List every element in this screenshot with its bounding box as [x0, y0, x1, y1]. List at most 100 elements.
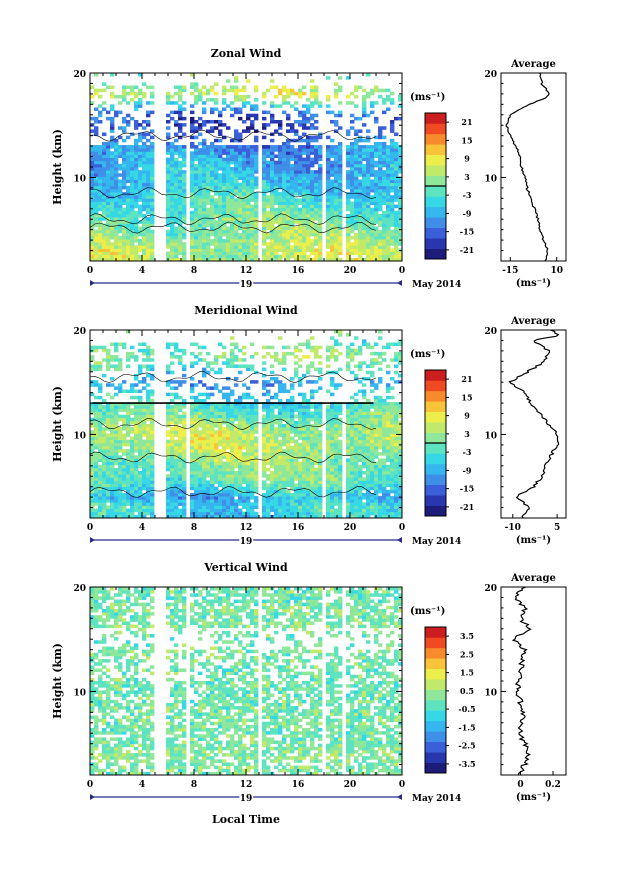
heatmap-cell — [174, 254, 179, 259]
heatmap-cell — [230, 361, 235, 365]
heatmap-cell — [202, 452, 207, 456]
heatmap-cell — [198, 157, 203, 162]
heatmap-cell — [202, 214, 207, 218]
heatmap-cell — [238, 154, 243, 158]
heatmap-cell — [194, 251, 199, 256]
heatmap-cell — [218, 148, 223, 152]
heatmap-cell — [198, 242, 203, 246]
heatmap-cell — [230, 414, 235, 419]
heatmap-cell — [254, 514, 259, 519]
heatmap-cell — [214, 192, 219, 196]
heatmap-cell — [270, 248, 275, 252]
heatmap-cell — [222, 395, 227, 400]
heatmap-cell — [98, 232, 103, 237]
heatmap-cell — [102, 505, 107, 509]
heatmap-cell — [218, 132, 223, 137]
colorbar-unit: (ms⁻¹) — [410, 92, 445, 103]
heatmap-cell — [310, 210, 315, 215]
heatmap-cell — [182, 514, 187, 519]
heatmap-cell — [234, 514, 239, 519]
heatmap-cell — [358, 116, 363, 121]
heatmap-cell — [362, 226, 367, 231]
heatmap-cell — [238, 235, 243, 240]
heatmap-cell — [110, 188, 115, 193]
heatmap-cell — [274, 514, 279, 519]
heatmap-cell — [150, 420, 155, 425]
contour-line — [89, 129, 377, 142]
heatmap-cell — [326, 229, 331, 234]
heatmap-cell — [198, 414, 203, 419]
heatmap-cell — [146, 123, 151, 127]
heatmap-cell — [294, 251, 299, 256]
heatmap-cell — [202, 398, 207, 403]
heatmap-cell — [198, 411, 203, 415]
heatmap-cell — [218, 342, 223, 347]
heatmap-cell — [98, 496, 103, 500]
heatmap-cell — [346, 223, 351, 227]
heatmap-cell — [234, 489, 239, 494]
heatmap-cell — [134, 483, 139, 488]
heatmap-cell — [266, 433, 271, 437]
heatmap-cell — [170, 198, 175, 202]
heatmap-cell — [222, 182, 227, 187]
heatmap-cell — [94, 430, 99, 434]
heatmap-cell — [126, 467, 131, 472]
heatmap-cell — [90, 257, 95, 262]
heatmap-cell — [246, 433, 251, 437]
heatmap-cell — [262, 207, 267, 212]
heatmap-cell — [390, 138, 395, 143]
heatmap-cell — [254, 499, 259, 503]
heatmap-cell — [170, 154, 175, 158]
heatmap-cell — [242, 480, 247, 484]
heatmap-cell — [142, 188, 147, 193]
heatmap-cell — [174, 380, 179, 384]
heatmap-cell — [106, 514, 111, 519]
heatmap-cell — [106, 248, 111, 252]
heatmap-cell — [250, 145, 255, 149]
heatmap-cell — [358, 251, 363, 256]
heatmap-cell — [222, 135, 227, 140]
heatmap-cell — [230, 452, 235, 456]
heatmap-cell — [246, 79, 251, 83]
heatmap-cell — [338, 151, 343, 155]
heatmap-cell — [210, 430, 215, 434]
heatmap-cell — [370, 110, 375, 115]
heatmap-cell — [202, 210, 207, 215]
heatmap-cell — [366, 160, 371, 165]
heatmap-cell — [234, 79, 239, 83]
heatmap-cell — [166, 417, 171, 422]
heatmap-cell — [134, 120, 139, 124]
heatmap-cell — [182, 508, 187, 513]
heatmap-cell — [350, 235, 355, 240]
heatmap-cell — [354, 242, 359, 246]
heatmap-cell — [206, 248, 211, 252]
heatmap-cell — [134, 94, 139, 99]
heatmap-cell — [130, 170, 135, 174]
heatmap-cell — [202, 474, 207, 478]
heatmap-cell — [314, 176, 319, 180]
heatmap-cell — [218, 414, 223, 419]
heatmap-cell — [358, 226, 363, 231]
heatmap-cell — [254, 242, 259, 246]
heatmap-cell — [110, 182, 115, 187]
heatmap-cell — [134, 355, 139, 359]
heatmap-cell — [230, 223, 235, 227]
heatmap-cell — [182, 116, 187, 121]
heatmap-cell — [238, 370, 243, 375]
heatmap-cell — [274, 430, 279, 434]
heatmap-cell — [146, 167, 151, 171]
heatmap-cell — [394, 148, 399, 152]
heatmap-cell — [150, 235, 155, 240]
heatmap-cell — [126, 207, 131, 212]
heatmap-cell — [142, 214, 147, 218]
heatmap-cell — [298, 182, 303, 187]
heatmap-cell — [346, 176, 351, 180]
heatmap-cell — [262, 91, 267, 96]
heatmap-cell — [242, 486, 247, 491]
colorbar-tick-label: -21 — [460, 245, 474, 255]
heatmap-cell — [122, 138, 127, 143]
heatmap-cell — [366, 207, 371, 212]
heatmap-cell — [146, 505, 151, 509]
heatmap-cell — [326, 251, 331, 256]
heatmap-cell — [218, 489, 223, 494]
